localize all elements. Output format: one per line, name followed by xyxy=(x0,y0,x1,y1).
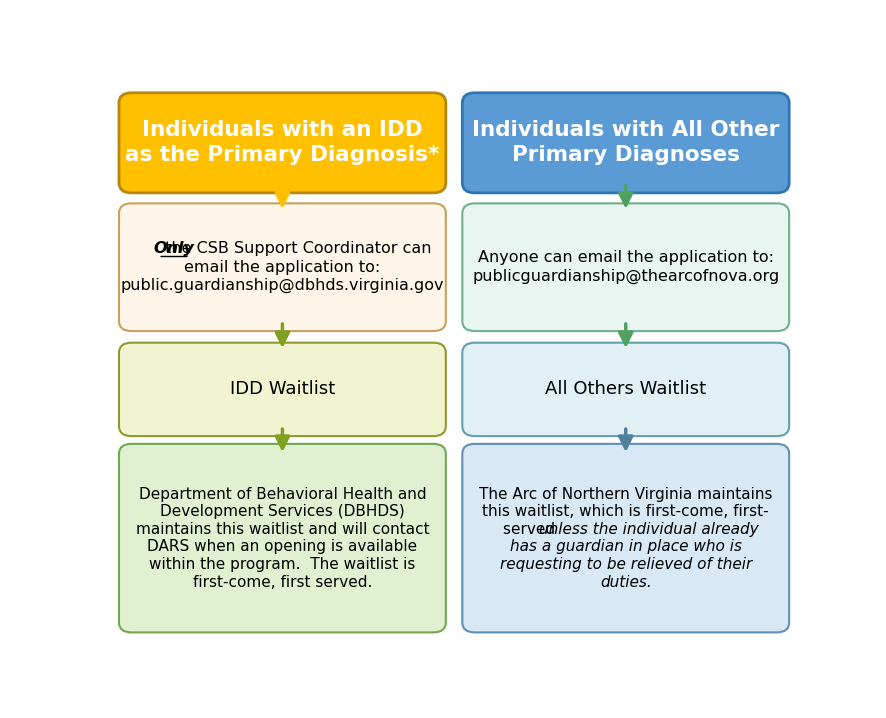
Text: Anyone can email the application to:: Anyone can email the application to: xyxy=(478,251,773,266)
FancyBboxPatch shape xyxy=(462,342,789,436)
FancyBboxPatch shape xyxy=(462,93,789,193)
Text: Only: Only xyxy=(153,241,194,256)
Text: Primary Diagnoses: Primary Diagnoses xyxy=(512,145,740,165)
Text: served: served xyxy=(503,522,560,537)
Text: requesting to be relieved of their: requesting to be relieved of their xyxy=(500,557,752,572)
Text: has a guardian in place who is: has a guardian in place who is xyxy=(509,539,742,554)
Text: email the application to:: email the application to: xyxy=(184,260,381,275)
FancyBboxPatch shape xyxy=(119,444,446,633)
Text: as the Primary Diagnosis*: as the Primary Diagnosis* xyxy=(125,145,439,165)
Text: Development Services (DBHDS): Development Services (DBHDS) xyxy=(160,504,405,519)
FancyBboxPatch shape xyxy=(119,93,446,193)
Text: Individuals with All Other: Individuals with All Other xyxy=(472,121,780,141)
FancyBboxPatch shape xyxy=(462,444,789,633)
Text: public.guardianship@dbhds.virginia.gov: public.guardianship@dbhds.virginia.gov xyxy=(120,278,444,293)
Text: maintains this waitlist and will contact: maintains this waitlist and will contact xyxy=(136,522,429,537)
Text: unless the individual already: unless the individual already xyxy=(539,522,758,537)
Text: duties.: duties. xyxy=(600,574,651,589)
Text: the CSB Support Coordinator can: the CSB Support Coordinator can xyxy=(160,241,431,256)
Text: IDD Waitlist: IDD Waitlist xyxy=(229,381,335,398)
Text: All Others Waitlist: All Others Waitlist xyxy=(545,381,706,398)
Text: within the program.  The waitlist is: within the program. The waitlist is xyxy=(149,557,416,572)
Text: DARS when an opening is available: DARS when an opening is available xyxy=(147,539,417,554)
FancyBboxPatch shape xyxy=(462,203,789,331)
Text: first-come, first served.: first-come, first served. xyxy=(193,574,372,589)
Text: publicguardianship@thearcofnova.org: publicguardianship@thearcofnova.org xyxy=(472,269,780,284)
Text: Individuals with an IDD: Individuals with an IDD xyxy=(142,121,423,141)
FancyBboxPatch shape xyxy=(119,203,446,331)
Text: Department of Behavioral Health and: Department of Behavioral Health and xyxy=(138,487,426,501)
FancyBboxPatch shape xyxy=(119,342,446,436)
Text: this waitlist, which is first-come, first-: this waitlist, which is first-come, firs… xyxy=(482,504,769,519)
Text: The Arc of Northern Virginia maintains: The Arc of Northern Virginia maintains xyxy=(479,487,773,501)
